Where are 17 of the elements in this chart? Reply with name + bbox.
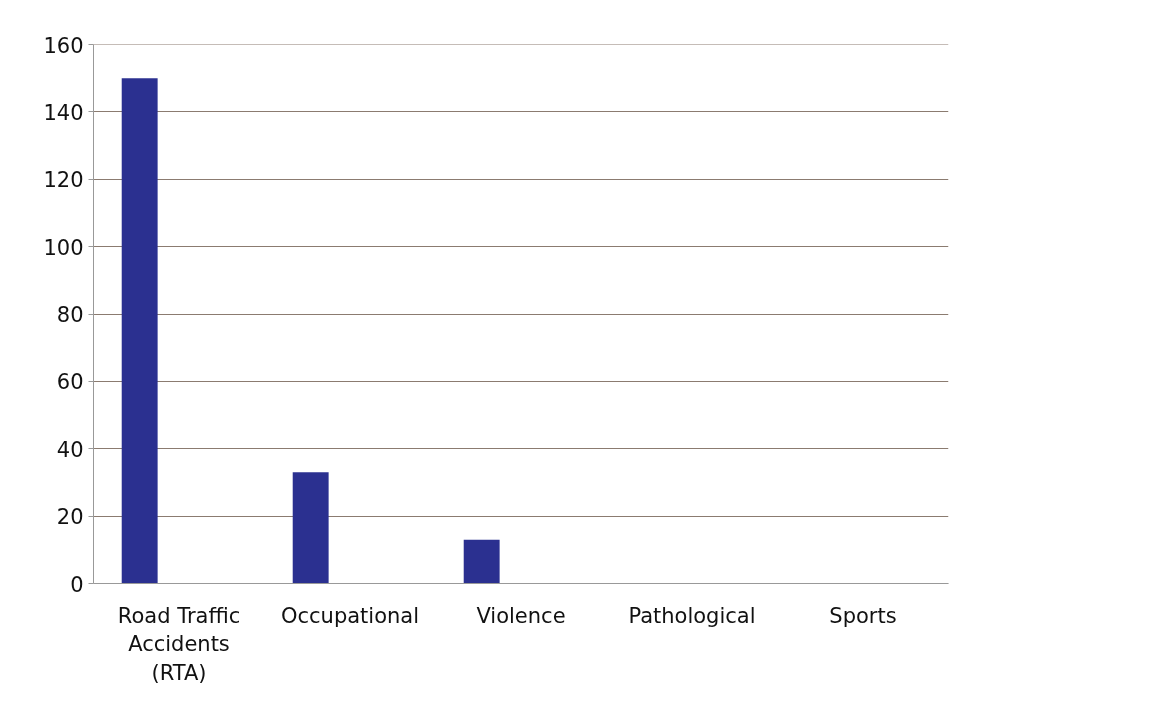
y-tick-label: 160 [43, 33, 84, 58]
x-tick-label: Violence [476, 603, 566, 628]
y-tick-label: 80 [56, 303, 84, 327]
x-tick-label: Occupational [280, 603, 420, 628]
x-tick-label: Road Traffic Accidents (RTA) [117, 603, 241, 686]
y-tick-label: 140 [43, 100, 84, 125]
y-tick-label: 120 [43, 168, 84, 193]
bar [463, 539, 500, 584]
y-tick-label: 60 [56, 370, 84, 395]
x-tick-label: Pathological [628, 603, 756, 628]
y-tick-label: 20 [56, 505, 84, 530]
y-tick-label: 100 [43, 235, 84, 260]
x-tick-label: Sports [829, 603, 897, 628]
y-tick-label: 0 [70, 572, 84, 597]
bar [292, 472, 329, 584]
bar [121, 78, 158, 584]
y-tick-label: 40 [56, 437, 84, 462]
